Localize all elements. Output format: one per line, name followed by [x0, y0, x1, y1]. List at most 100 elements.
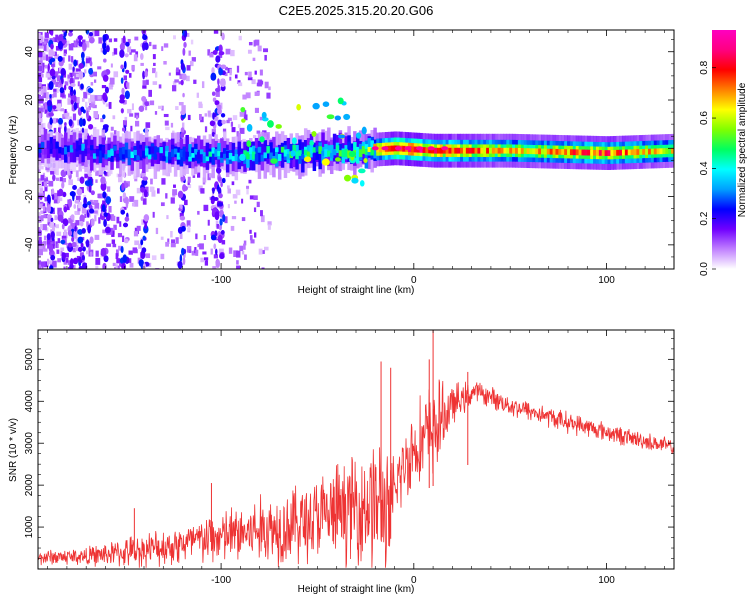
- spectrogram-speckle: [254, 232, 257, 238]
- spectrogram-streak-blob: [123, 182, 129, 189]
- spectrogram-streak-blob: [73, 89, 76, 96]
- spectrogram-speckle: [55, 81, 60, 88]
- spectrogram-speckle: [213, 30, 219, 34]
- spectrogram-band-cell: [101, 146, 106, 154]
- spectrogram-speckle: [186, 220, 191, 227]
- spectrogram-streak-blob: [88, 37, 95, 44]
- spectrogram-streak-blob: [90, 218, 95, 227]
- spectrogram-band-cell: [277, 153, 282, 161]
- spectrogram-band-cell: [142, 150, 146, 158]
- spectrogram-band-cell: [98, 149, 103, 164]
- colorbar-gradient: [712, 30, 736, 269]
- spectrogram-speckle: [43, 181, 48, 188]
- spectrogram-speckle: [43, 214, 47, 219]
- spectrogram-speckle: [257, 45, 262, 52]
- spectrogram-blob: [241, 118, 246, 123]
- spectrogram-band-cell: [303, 149, 308, 156]
- spectrogram-band-cell: [272, 148, 276, 163]
- spectrogram-speckle: [142, 80, 147, 86]
- spectrogram-speckle: [188, 50, 191, 56]
- spectrogram-speckle: [239, 140, 245, 145]
- spectrogram-speckle: [201, 81, 205, 89]
- spectrogram-band-cell: [277, 145, 282, 160]
- spectrogram-speckle: [47, 242, 50, 249]
- spectrogram-speckle: [236, 265, 241, 269]
- spectrogram-speckle: [130, 125, 133, 132]
- spectrogram-speckle: [133, 199, 139, 207]
- spectrogram-streak-blob: [144, 70, 149, 78]
- spectrogram-speckle: [267, 221, 272, 226]
- spectrogram-speckle: [46, 202, 51, 207]
- spectrogram-band-cell: [249, 147, 253, 155]
- spectrogram-streak-blob: [68, 30, 74, 33]
- spectrogram-band-cell: [327, 150, 331, 157]
- spectrogram-band-cell: [477, 147, 481, 154]
- spectrogram-speckle: [260, 215, 265, 223]
- spectrogram-band-cell: [228, 152, 233, 160]
- spectrogram-band-cell: [263, 146, 267, 158]
- spectrogram-band-cell: [445, 147, 450, 154]
- spectrogram-speckle: [157, 188, 160, 194]
- spectrogram-speckle: [90, 82, 94, 86]
- spectrogram-band-cell: [647, 148, 652, 155]
- spectrogram-speckle: [40, 52, 46, 57]
- spectrogram-band-cell: [118, 151, 123, 157]
- snr-xtick-label: -100: [211, 575, 231, 586]
- spectrogram-speckle: [85, 58, 90, 64]
- spectrogram-speckle: [249, 229, 252, 234]
- spectrogram-speckle: [186, 246, 192, 253]
- spectrogram-streak-blob: [122, 254, 128, 263]
- spectrogram-speckle: [46, 258, 50, 266]
- spectrogram-streak-blob: [71, 241, 77, 248]
- spectrogram-streak-blob: [122, 222, 129, 228]
- spectrogram-band-cell: [520, 148, 525, 154]
- spectrogram-speckle: [60, 57, 65, 63]
- spectrogram-streak-blob: [88, 208, 95, 214]
- spectrogram-speckle: [57, 127, 61, 134]
- spectrogram-speckle: [237, 124, 241, 128]
- spectrogram-streak-blob: [57, 55, 63, 62]
- spectrogram-speckle: [228, 247, 233, 254]
- spectrogram-speckle: [108, 38, 113, 43]
- spectrogram-band-cell: [162, 142, 166, 160]
- spectrogram-speckle: [64, 81, 69, 86]
- spectrogram-speckle: [105, 103, 111, 107]
- spectrogram-streak-blob: [57, 40, 64, 50]
- spectrogram-speckle: [38, 119, 42, 126]
- spectrogram-streak-blob: [218, 224, 223, 231]
- spectrogram-speckle: [64, 109, 67, 113]
- spectrogram-band-cell: [627, 149, 632, 156]
- spectrogram-speckle: [68, 179, 74, 186]
- spectrogram-streak-blob: [103, 255, 109, 263]
- spectrogram-streak-blob: [46, 233, 51, 241]
- spectrogram-band-cell: [561, 149, 565, 155]
- spectrogram-speckle: [241, 217, 246, 222]
- spectrogram-streak-blob: [102, 114, 106, 120]
- spectrogram-blob: [337, 97, 344, 105]
- spectrogram-band-cell: [214, 149, 218, 157]
- spectrogram-speckle: [181, 105, 186, 113]
- spectrogram-band-cell: [356, 150, 360, 158]
- spectrogram-speckle: [41, 88, 44, 95]
- spectrogram-band-cell: [275, 149, 279, 167]
- spectrogram-streak-blob: [49, 265, 54, 269]
- spectrogram-speckle: [57, 199, 61, 203]
- spectrogram-speckle: [121, 206, 127, 210]
- spectrogram-speckle: [57, 238, 61, 244]
- spectrogram-speckle: [98, 37, 102, 44]
- spectrogram-band-cell: [295, 151, 299, 160]
- spectrogram-band-cell: [257, 146, 262, 153]
- spectrogram-speckle: [132, 247, 138, 254]
- spectrogram-ylabel: Frequency (Hz): [8, 116, 19, 185]
- spectrogram-streak-blob: [210, 72, 217, 81]
- spectrogram-speckle: [207, 110, 211, 117]
- spectrogram-band-cell: [58, 147, 62, 154]
- spectrogram-band-cell: [179, 149, 184, 158]
- spectrogram-speckle: [203, 204, 209, 212]
- spectrogram-speckle: [92, 210, 98, 214]
- spectrogram-streak-blob: [142, 176, 149, 181]
- spectrogram-band-cell: [298, 150, 302, 164]
- spectrogram-band-cell: [465, 147, 470, 154]
- spectrogram-ytick-label: -40: [24, 237, 35, 252]
- spectrogram-band-cell: [515, 147, 519, 154]
